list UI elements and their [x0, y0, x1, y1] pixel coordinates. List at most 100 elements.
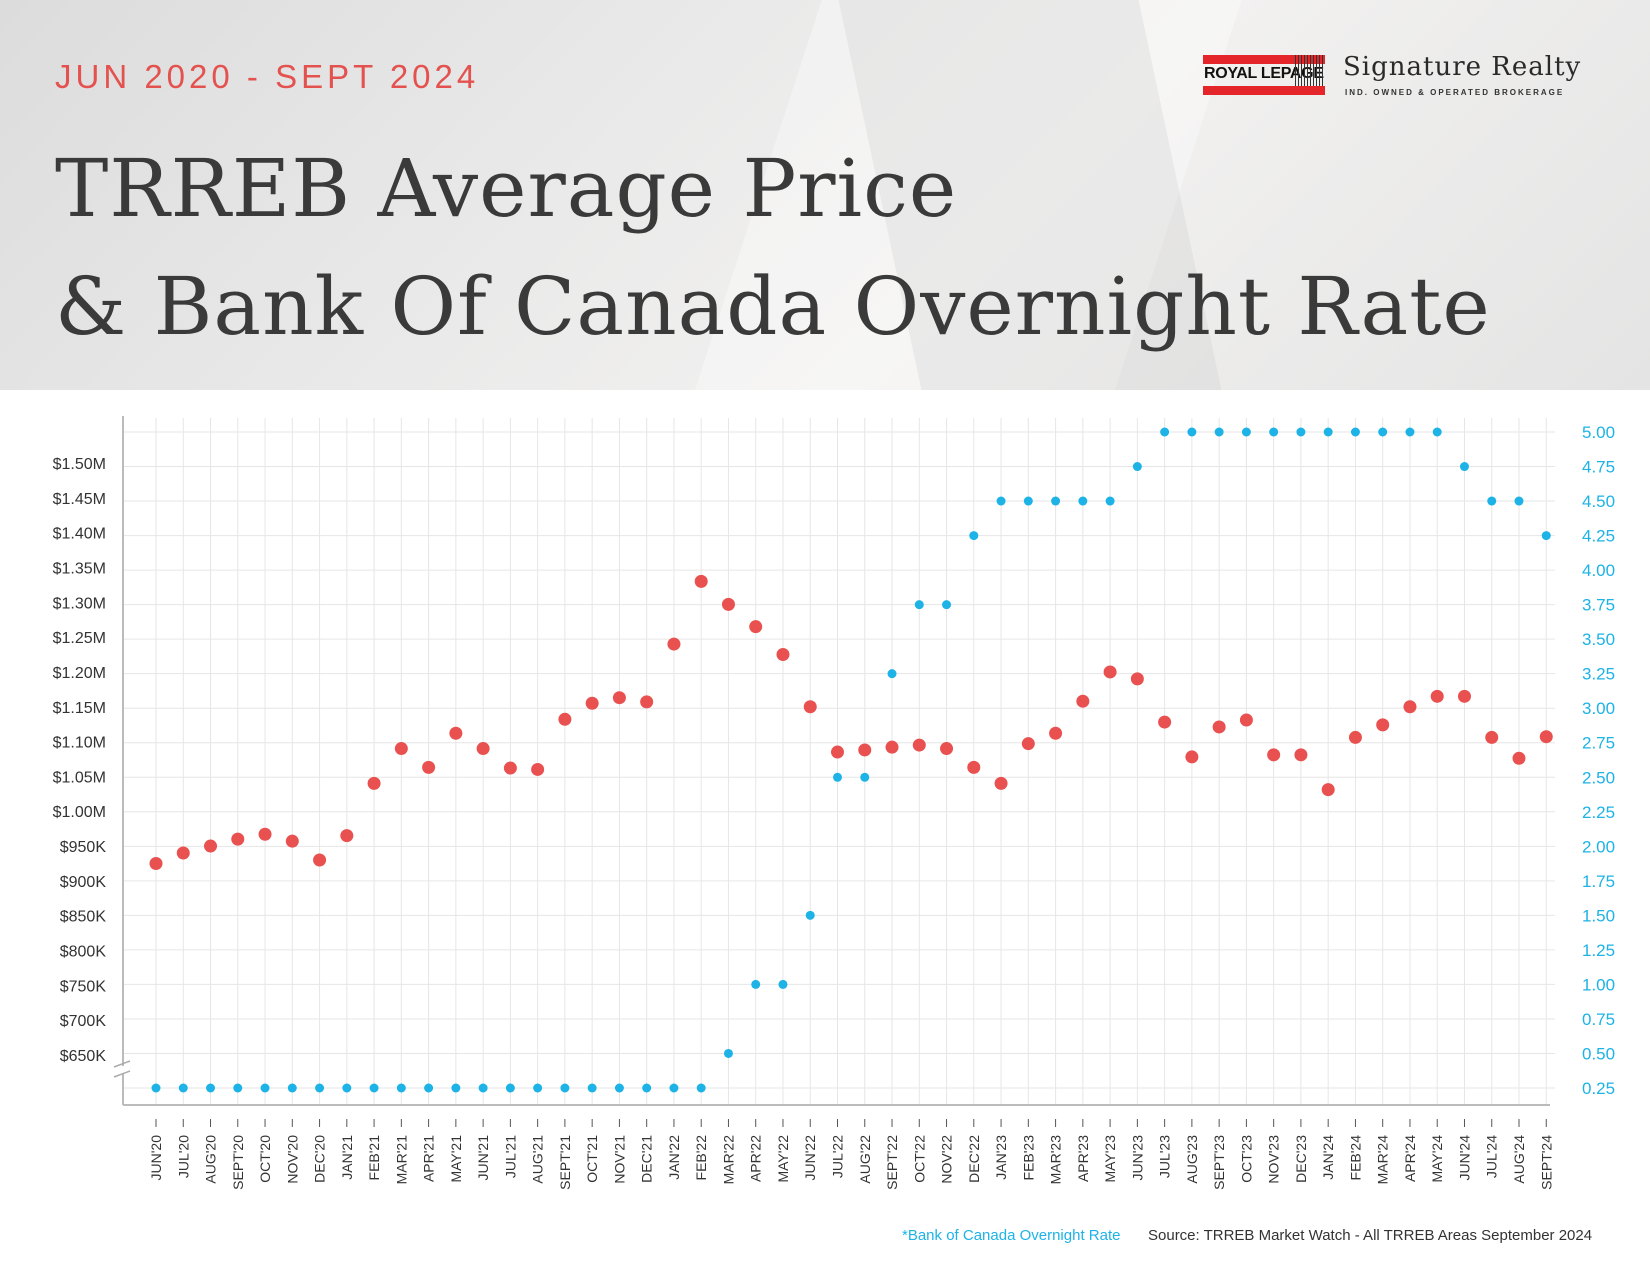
rate-series [151, 427, 1551, 1093]
price-point [1294, 748, 1308, 762]
price-point [749, 620, 763, 634]
source-footnote: Source: TRREB Market Watch - All TRREB A… [1148, 1227, 1593, 1244]
rate-point [696, 1083, 706, 1093]
x-tick-label: JUN'20 [148, 1135, 164, 1181]
x-tick-label: AUG'21 [530, 1135, 546, 1184]
price-series [149, 574, 1553, 870]
rate-point [1187, 427, 1197, 437]
left-tick-label: $1.10M [53, 735, 106, 752]
price-point [313, 853, 327, 867]
right-tick-label: 5.00 [1582, 423, 1615, 442]
x-tick-label: NOV'21 [611, 1135, 627, 1184]
price-point [776, 648, 790, 662]
x-tick-label: APR'21 [421, 1135, 437, 1182]
header-banner: JUN 2020 - SEPT 2024 TRREB Average Price… [0, 0, 1650, 390]
x-tick-label: OCT'22 [911, 1135, 927, 1183]
rate-point [1160, 427, 1170, 437]
left-tick-label: $800K [60, 944, 107, 961]
rate-point [587, 1083, 597, 1093]
price-point [1321, 783, 1335, 797]
x-tick-label: MAR'22 [720, 1135, 736, 1185]
left-tick-label: $1.50M [53, 456, 106, 473]
rate-point [723, 1048, 733, 1058]
x-tick-label: MAR'21 [393, 1135, 409, 1185]
rate-point [342, 1083, 352, 1093]
right-tick-label: 4.00 [1582, 561, 1615, 580]
right-tick-label: 2.00 [1582, 837, 1615, 856]
rate-point [1378, 427, 1388, 437]
x-tick-label: AUG'24 [1511, 1135, 1527, 1184]
rate-point [1459, 462, 1469, 472]
axis-break-mark [113, 1060, 131, 1068]
price-point [1076, 694, 1090, 708]
right-tick-label: 3.25 [1582, 665, 1615, 684]
price-point [1376, 718, 1390, 732]
price-rate-chart: $650K $700K $750K $800K $850K $900K $950K $1.00… [53, 416, 1615, 1190]
price-point [1457, 689, 1471, 703]
title-line-2: & Bank Of Canada Overnight Rate [55, 260, 1491, 353]
x-tick-label: JUN'22 [802, 1135, 818, 1181]
price-point [667, 637, 681, 651]
x-tick-label: SEPT'24 [1538, 1135, 1554, 1190]
price-point [476, 742, 490, 756]
rate-point [206, 1083, 216, 1093]
right-tick-label: 3.75 [1582, 596, 1615, 615]
left-axis-ticks: $650K $700K $750K $800K $850K $900K $950K $1.00… [53, 456, 107, 1065]
price-point [1267, 748, 1281, 762]
price-point [204, 839, 218, 853]
rate-point [669, 1083, 679, 1093]
right-tick-label: 1.50 [1582, 906, 1615, 925]
rate-point [1241, 427, 1251, 437]
price-point [340, 829, 354, 843]
left-tick-label: $950K [60, 839, 107, 856]
rate-point [1350, 427, 1360, 437]
x-tick-label: MAY'22 [775, 1135, 791, 1183]
rate-point [1541, 531, 1551, 541]
right-axis-ticks: 0.25 0.50 0.75 1.00 1.25 1.50 1.75 2.00 2.25 2.50… [1582, 423, 1615, 1098]
price-point [885, 740, 899, 754]
price-point [994, 776, 1008, 790]
x-tick-label: JUL'21 [502, 1135, 518, 1178]
price-point [1021, 737, 1035, 751]
left-tick-label: $1.00M [53, 804, 106, 821]
rate-point [451, 1083, 461, 1093]
logo-brand-text: ROYAL LEPAGE [1204, 65, 1324, 82]
rate-point [478, 1083, 488, 1093]
right-tick-label: 4.25 [1582, 527, 1615, 546]
rate-point [914, 600, 924, 610]
x-tick-label: DEC'20 [312, 1135, 328, 1183]
left-tick-label: $900K [60, 874, 107, 891]
price-point [258, 827, 272, 841]
price-point [1403, 700, 1417, 714]
price-point [558, 712, 572, 726]
price-point [1485, 730, 1499, 744]
x-tick-label: JAN'22 [666, 1135, 682, 1180]
rate-point [1023, 496, 1033, 506]
x-tick-label: JAN'24 [1320, 1135, 1336, 1180]
x-tick-label: JUN'24 [1456, 1135, 1472, 1181]
rate-point [942, 600, 952, 610]
x-tick-label: APR'23 [1075, 1135, 1091, 1182]
rate-point [260, 1083, 270, 1093]
rate-point [805, 910, 815, 920]
price-point [967, 760, 981, 774]
price-point [531, 762, 545, 776]
x-tick-label: NOV'23 [1266, 1135, 1282, 1184]
logo-name: Signature Realty [1343, 52, 1582, 82]
left-tick-label: $1.45M [53, 491, 106, 508]
x-tick-label: DEC'22 [966, 1135, 982, 1183]
rate-point [151, 1083, 161, 1093]
rate-point [505, 1083, 515, 1093]
rate-point [614, 1083, 624, 1093]
right-tick-label: 2.50 [1582, 768, 1615, 787]
page-title: TRREB Average Price & Bank Of Canada Ove… [55, 130, 1491, 366]
right-tick-label: 1.25 [1582, 941, 1615, 960]
rate-point [1432, 427, 1442, 437]
price-point [503, 761, 517, 775]
price-point [940, 742, 954, 756]
rate-footnote: *Bank of Canada Overnight Rate [902, 1227, 1121, 1244]
right-tick-label: 0.50 [1582, 1044, 1615, 1063]
rate-point [1132, 462, 1142, 472]
rate-point [642, 1083, 652, 1093]
price-point [176, 846, 190, 860]
